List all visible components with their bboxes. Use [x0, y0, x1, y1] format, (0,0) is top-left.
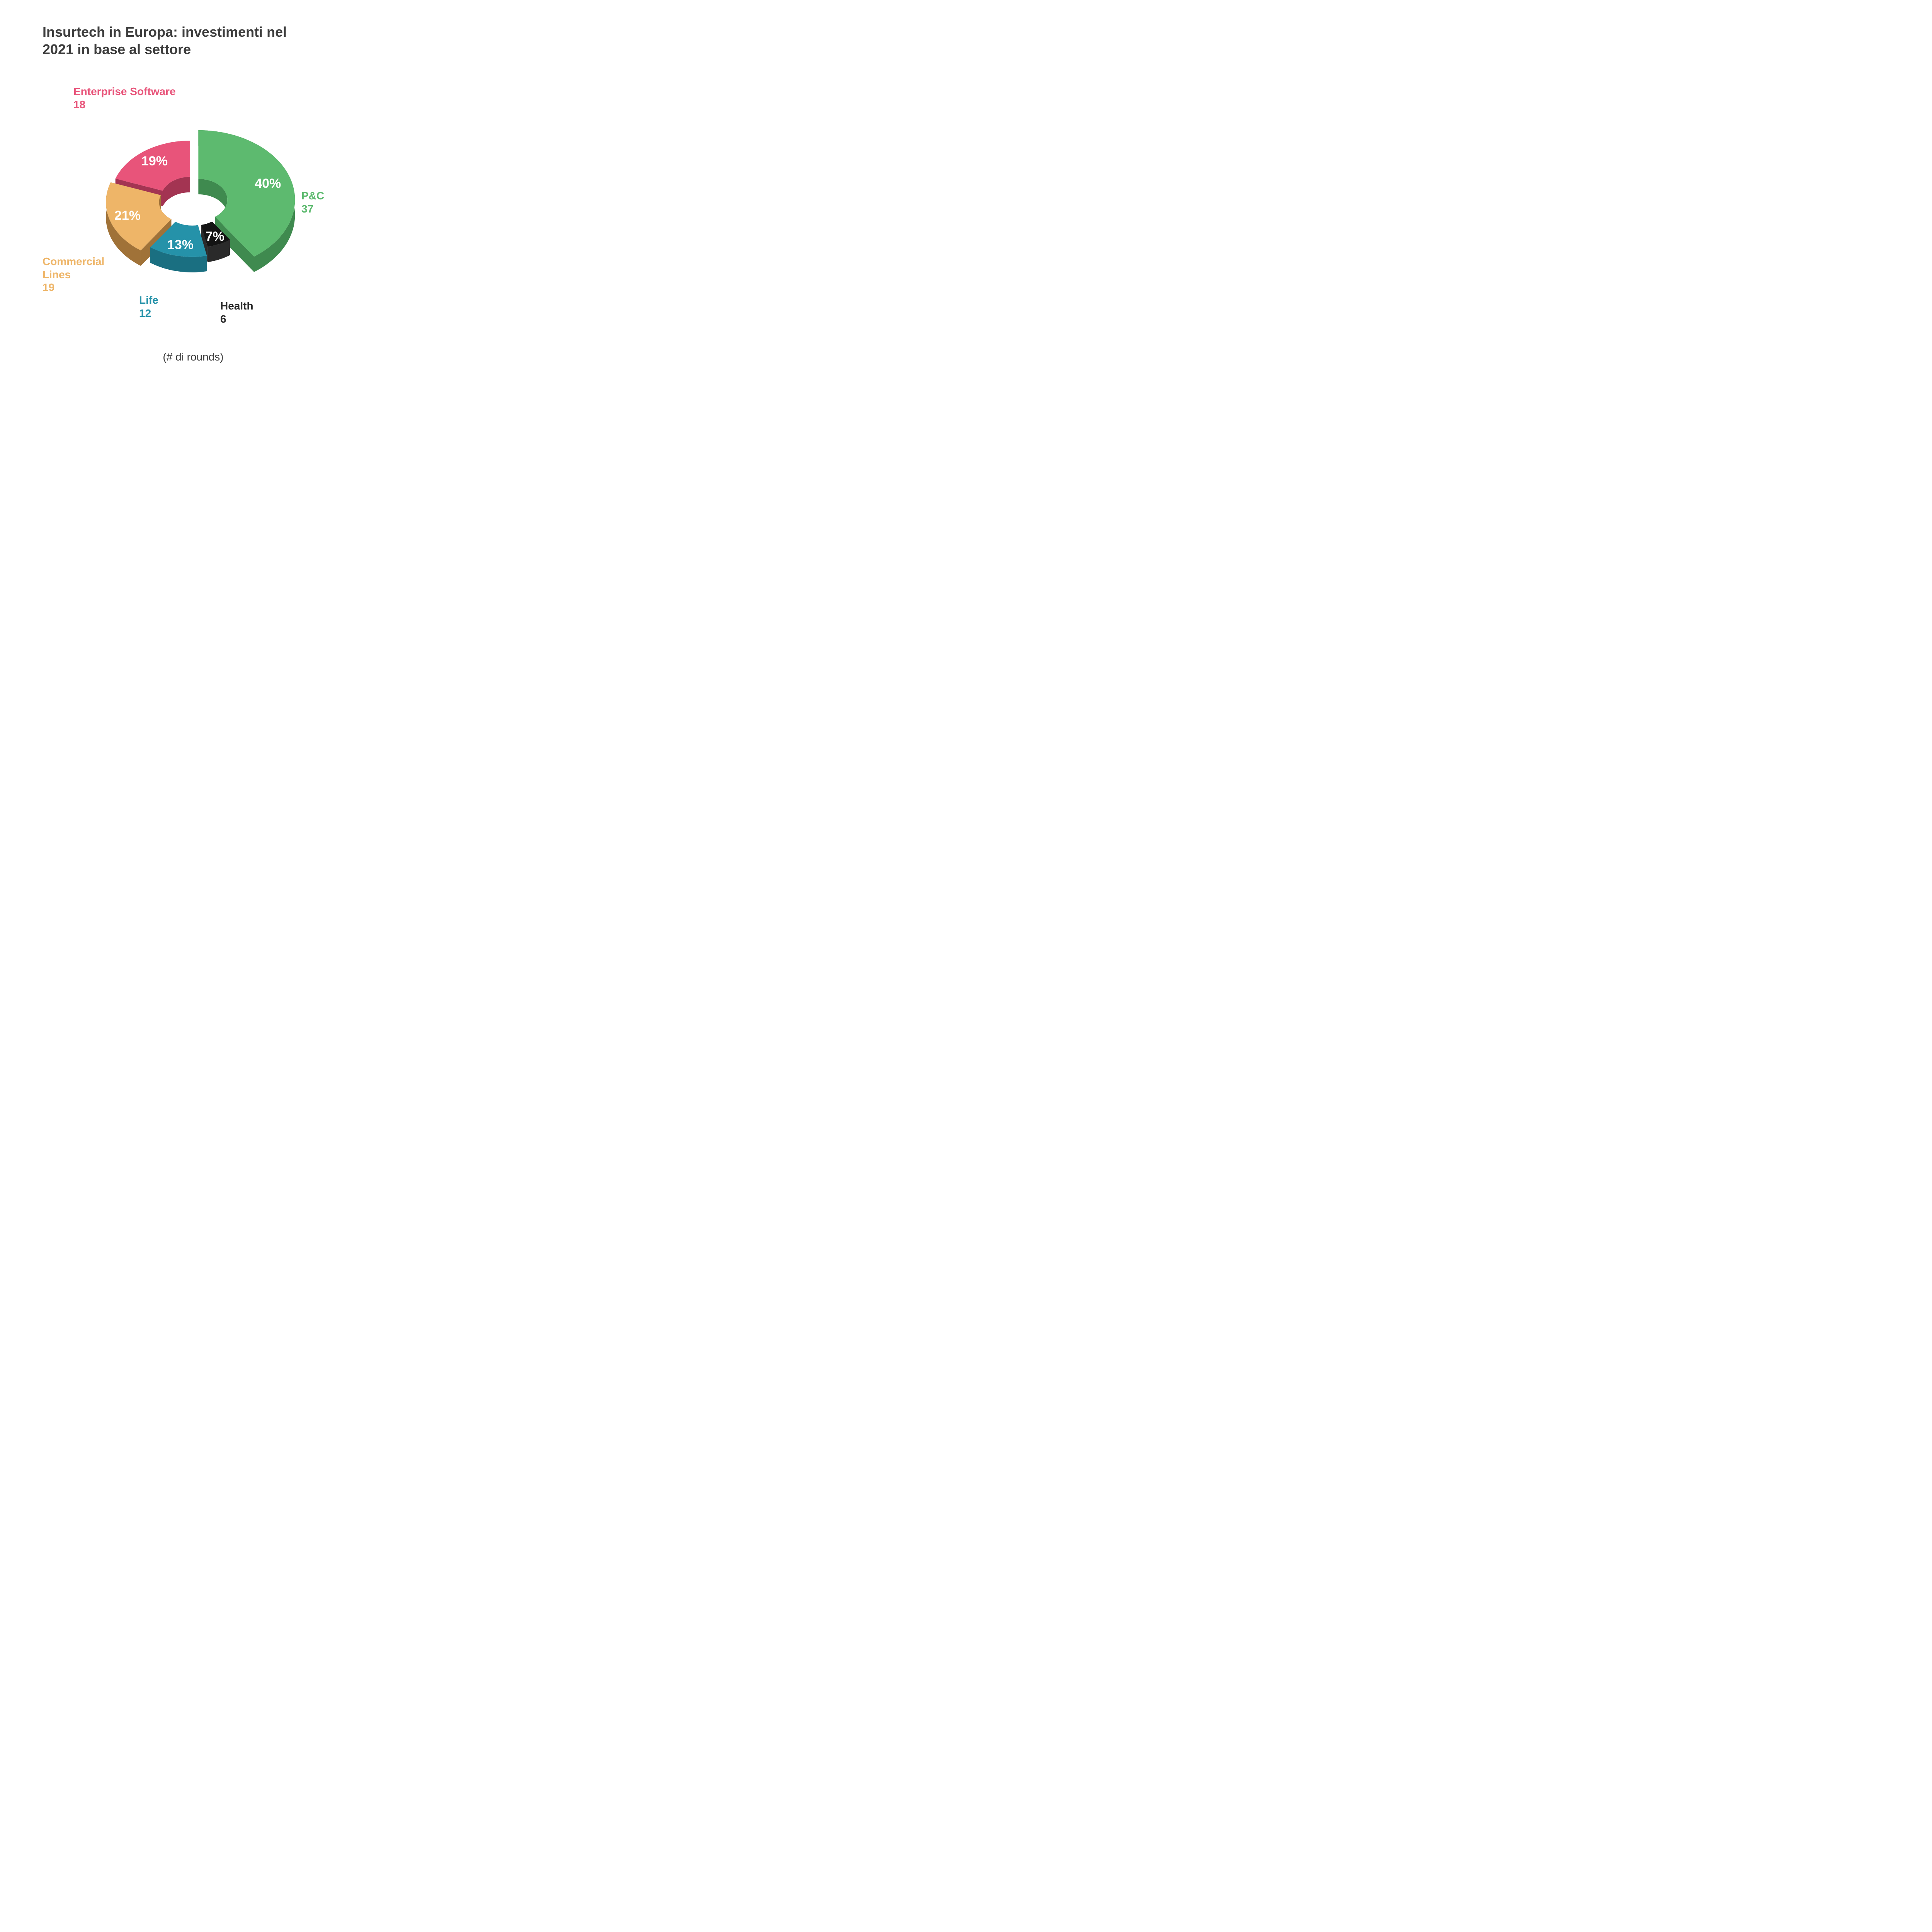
slice-external-label: P&C37 [301, 189, 324, 215]
page: Insurtech in Europa: investimenti nel 20… [0, 0, 386, 386]
slice-external-label: Enterprise Software18 [73, 85, 176, 111]
chart-caption: (# di rounds) [0, 351, 386, 363]
slice-external-label: Health6 [220, 299, 253, 325]
slice-percent-label: 19% [141, 154, 168, 168]
slice-external-label: Life12 [139, 294, 158, 320]
slice-percent-label: 21% [114, 208, 141, 223]
slice-percent-label: 40% [255, 176, 281, 191]
slice-percent-label: 7% [206, 229, 224, 244]
chart-title: Insurtech in Europa: investimenti nel 20… [43, 23, 294, 58]
donut-chart: 40% 7% 13% 21% 19% P&C37 Health6 Life12 Commerc… [0, 77, 386, 328]
slice-external-label: CommercialLines19 [43, 255, 104, 294]
slice-percent-label: 13% [167, 237, 194, 252]
